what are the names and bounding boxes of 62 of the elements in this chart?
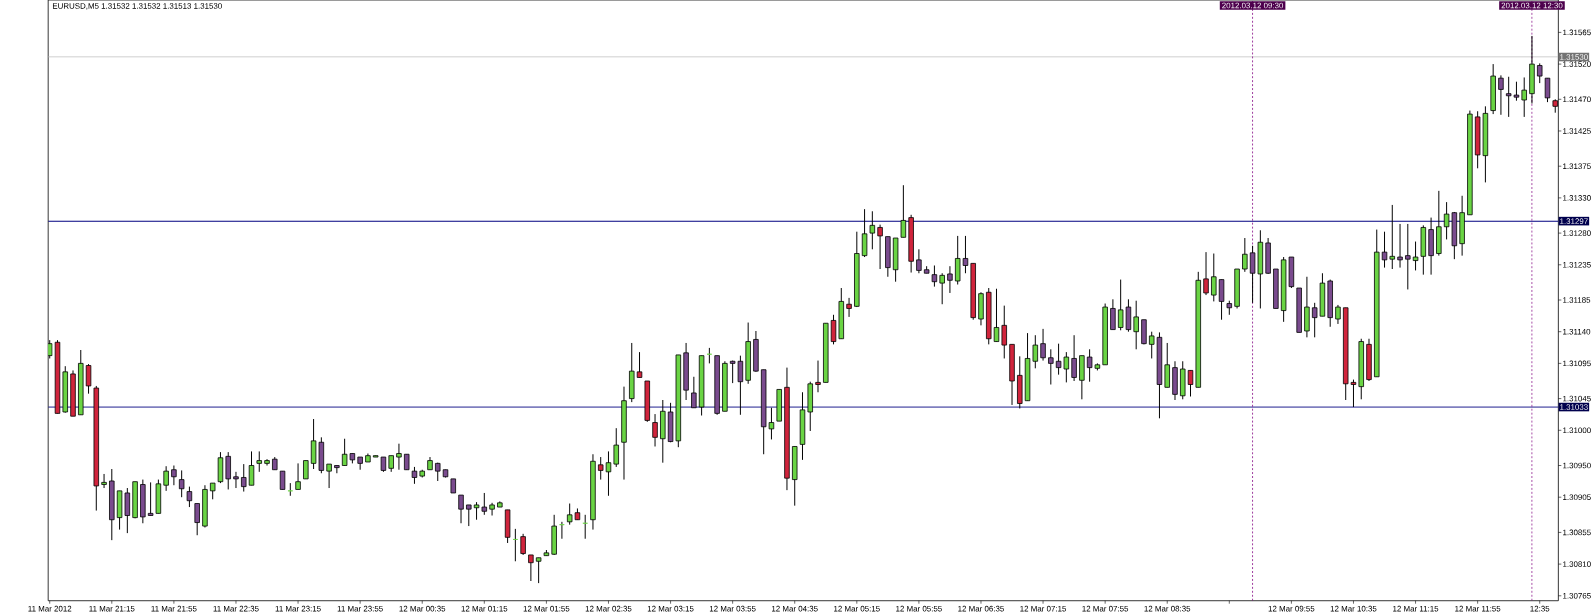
- candlestick: [1110, 299, 1116, 331]
- candlestick: [916, 249, 922, 274]
- candlestick: [248, 451, 255, 486]
- candlestick: [1001, 305, 1007, 360]
- candlestick: [691, 376, 697, 409]
- candlestick: [1397, 223, 1403, 269]
- candlestick: [528, 554, 534, 582]
- candlestick: [1040, 328, 1046, 362]
- candlestick: [1521, 77, 1527, 118]
- candlestick: [217, 451, 224, 484]
- candlestick: [241, 463, 247, 493]
- candlestick: [815, 360, 821, 393]
- candlestick: [85, 363, 92, 395]
- candlestick: [458, 494, 464, 524]
- candlestick: [1381, 231, 1388, 269]
- candlestick: [186, 486, 193, 508]
- candlestick: [947, 265, 953, 294]
- candlestick: [233, 471, 239, 489]
- candlestick: [1211, 253, 1217, 303]
- candlestick: [1133, 300, 1139, 351]
- candlestick: [1242, 237, 1248, 273]
- candlestick: [101, 473, 107, 489]
- candlestick: [178, 470, 185, 498]
- candlestick: [256, 451, 262, 473]
- candlestick: [357, 456, 363, 471]
- candlestick: [931, 265, 938, 288]
- candlestick: [489, 502, 495, 517]
- candlestick: [535, 557, 542, 584]
- candlestick: [1187, 370, 1194, 398]
- candlestick: [1537, 63, 1543, 84]
- candlestick: [877, 224, 883, 270]
- candlestick: [1544, 77, 1551, 103]
- candlestick: [520, 533, 526, 556]
- candlestick: [613, 427, 619, 468]
- candlestick: [1389, 204, 1396, 270]
- candlestick: [194, 503, 200, 536]
- candlestick: [264, 458, 270, 467]
- candlestick: [939, 272, 945, 305]
- candlestick: [1304, 276, 1310, 339]
- candlestick: [225, 451, 231, 491]
- candlestick: [1203, 251, 1209, 296]
- candlestick: [1405, 223, 1411, 291]
- candlestick: [295, 463, 301, 491]
- candlestick: [1335, 304, 1341, 325]
- candlestick: [636, 351, 643, 379]
- candlestick: [171, 465, 177, 486]
- candlestick: [1498, 75, 1504, 116]
- candlestick: [1141, 319, 1147, 346]
- candlestick: [993, 288, 1000, 343]
- candlestick: [396, 443, 402, 471]
- candlestick: [303, 460, 309, 480]
- candlestick: [163, 465, 169, 492]
- candlestick: [279, 470, 286, 491]
- candlestick: [326, 463, 332, 489]
- candlestick: [1071, 334, 1077, 382]
- candlestick: [1048, 349, 1054, 386]
- candlestick: [1164, 342, 1170, 389]
- candlestick: [334, 465, 340, 474]
- candlestick: [1218, 279, 1225, 321]
- candlestick: [846, 297, 852, 318]
- candlestick: [466, 504, 472, 527]
- candlestick: [652, 413, 658, 448]
